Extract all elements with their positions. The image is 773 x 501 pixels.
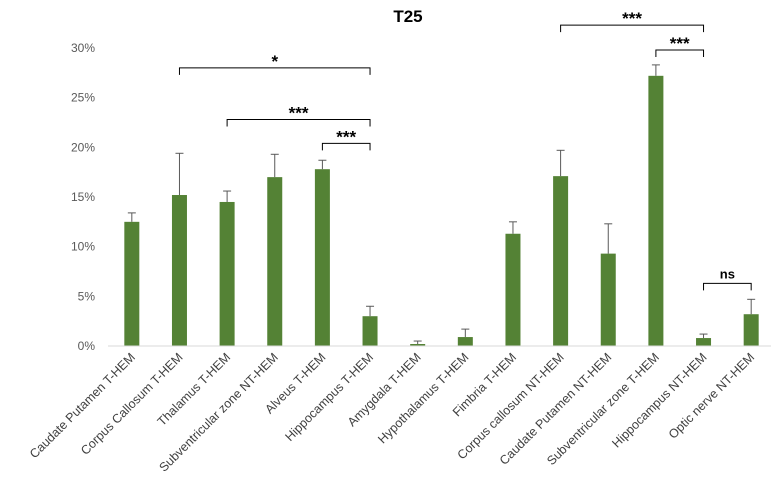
significance-bracket	[178, 67, 371, 75]
bar	[219, 201, 235, 346]
bar	[553, 176, 569, 346]
significance-label: ***	[670, 34, 690, 53]
bar	[648, 75, 664, 347]
y-tick-label: 30%	[71, 41, 95, 55]
significance-label: ***	[622, 9, 642, 28]
y-axis: 0% 5% 10% 15% 20% 25% 30%	[71, 41, 95, 353]
bars	[124, 75, 759, 347]
significance-bracket	[560, 24, 705, 33]
bar	[505, 233, 521, 346]
bar	[171, 195, 187, 346]
chart-title: T25	[393, 7, 422, 26]
significance-bracket	[703, 282, 752, 291]
significance-bracket	[655, 49, 705, 57]
error-bars	[127, 64, 756, 345]
bar	[696, 338, 712, 346]
y-tick-label: 25%	[71, 91, 95, 105]
significance-label: *	[271, 52, 278, 71]
bar	[314, 169, 330, 346]
x-tick-label: Hippocampus NT-HEM	[609, 350, 709, 450]
significance-label: ns	[720, 266, 735, 281]
y-tick-label: 0%	[78, 339, 96, 353]
y-tick-label: 5%	[78, 289, 96, 303]
x-tick-label: Hypothalamus T-HEM	[375, 350, 471, 446]
bar	[457, 337, 473, 346]
x-tick-label: Optic nerve NT-HEM	[666, 350, 757, 441]
bar	[124, 221, 140, 346]
bar	[743, 314, 759, 346]
bar	[600, 253, 616, 346]
significance-label: ***	[336, 127, 356, 146]
significance-bracket	[321, 142, 371, 151]
y-tick-label: 10%	[71, 240, 95, 254]
significance-label: ***	[289, 104, 309, 123]
bar	[362, 316, 378, 346]
significance-bracket	[226, 119, 371, 127]
y-tick-label: 20%	[71, 140, 95, 154]
y-tick-label: 15%	[71, 190, 95, 204]
bar	[410, 344, 426, 346]
significance-annotations: *************ns	[178, 9, 752, 291]
x-tick-label: Hippocampus T-HEM	[282, 350, 376, 444]
bar	[267, 177, 283, 346]
